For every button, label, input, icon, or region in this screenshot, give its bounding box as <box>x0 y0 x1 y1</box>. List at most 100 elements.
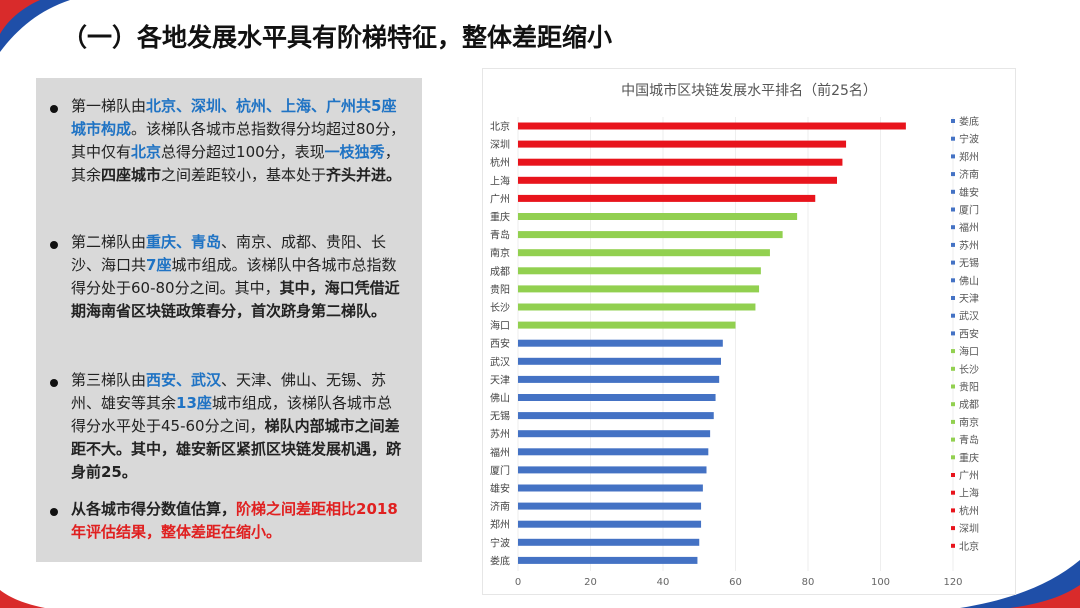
x-tick-label: 60 <box>729 577 742 588</box>
legend-label: 武汉 <box>959 310 979 323</box>
bullet-text-segment: 总得分超过100分，表现 <box>161 143 325 161</box>
legend-swatch <box>951 189 955 194</box>
chart-title: 中国城市区块链发展水平排名（前25名） <box>621 82 877 99</box>
y-category-label: 贵阳 <box>490 283 510 296</box>
bar-佛山 <box>518 394 716 401</box>
legend-swatch <box>951 207 955 212</box>
legend-swatch <box>951 136 955 141</box>
bullet-text-segment: 、南京、成都、贵阳、长沙、海口共 <box>71 233 387 274</box>
bullet-dot <box>50 508 58 516</box>
legend-swatch <box>951 490 955 495</box>
legend-label: 厦门 <box>959 204 979 217</box>
bullet-text-segment: 第一梯队由 <box>71 97 147 115</box>
x-tick-label: 80 <box>802 577 815 588</box>
bullet-text-segment: ，其余 <box>71 143 400 184</box>
y-category-label: 娄底 <box>490 554 510 567</box>
bullet-text-segment: 阶梯之间差距相比2018年评估结果，整体差距在缩小。 <box>71 500 398 541</box>
legend-swatch <box>951 402 955 407</box>
legend-label: 深圳 <box>959 523 979 535</box>
legend-swatch <box>951 526 955 531</box>
legend-swatch <box>951 313 955 318</box>
bar-南京 <box>518 249 770 257</box>
legend-label: 苏州 <box>959 239 979 252</box>
bar-上海 <box>518 176 837 184</box>
bullet-dot <box>50 241 58 249</box>
bullet-tier3: 第三梯队由西安、武汉、天津、佛山、无锡、苏州、雄安等其余13座城市组成，该梯队各… <box>71 369 406 484</box>
bullet-conclusion: 从各城市得分数值估算，阶梯之间差距相比2018年评估结果，整体差距在缩小。 <box>71 498 406 544</box>
legend-label: 西安 <box>959 327 979 340</box>
bullet-text-segment: 四座城市 <box>101 166 162 184</box>
bar-福州 <box>518 448 709 456</box>
bar-济南 <box>518 502 702 510</box>
bar-郑州 <box>518 520 702 528</box>
y-category-label: 佛山 <box>490 392 510 405</box>
y-category-label: 天津 <box>490 374 510 386</box>
bullet-tier2: 第二梯队由重庆、青岛、南京、成都、贵阳、长沙、海口共7座城市组成。该梯队中各城市… <box>71 231 406 323</box>
bar-长沙 <box>518 303 756 311</box>
bar-厦门 <box>518 466 707 474</box>
chart-container: 中国城市区块链发展水平排名（前25名） 0 20 40 60 80 100 120 北京 深圳 杭州… <box>482 68 1016 595</box>
bullet-text-segment: 北京、深圳、杭州、上海、广州共5座城市构成 <box>71 97 397 138</box>
bullet-dot <box>50 379 58 387</box>
bullet-text-segment: 、天津、佛山、无锡、苏州、雄安等其余 <box>71 371 387 412</box>
bullet-text-segment: 第二梯队由 <box>71 233 147 251</box>
bullet-dot <box>50 105 58 113</box>
bullet-tier1: 第一梯队由北京、深圳、杭州、上海、广州共5座城市构成。该梯队各城市总指数得分均超… <box>71 95 406 187</box>
y-category-label: 厦门 <box>490 464 510 477</box>
bar-无锡 <box>518 412 714 420</box>
legend-label: 济南 <box>959 168 979 181</box>
decor-blue-wave-top-left <box>0 0 70 52</box>
y-category-label: 杭州 <box>490 156 510 169</box>
y-category-label: 北京 <box>490 120 510 133</box>
bullet-text-segment: 城市组成，该梯队各城市总得分水平处于45-60分之间， <box>71 394 392 435</box>
decor-red-wave-bottom-left <box>0 590 45 608</box>
bullet-text-segment: 13座 <box>176 394 212 412</box>
legend-label: 郑州 <box>959 150 979 163</box>
legend-label: 无锡 <box>959 257 979 270</box>
legend-label: 北京 <box>959 540 979 553</box>
bullet-text-segment: 7座 <box>146 256 172 274</box>
y-category-label: 苏州 <box>490 428 510 441</box>
bullet-text-segment: 从各城市得分数值估算， <box>71 500 237 518</box>
bullet-text-segment: 其中，海口凭借近期海南省区块链政策春分，首次跻身第二梯队。 <box>71 279 400 320</box>
bar-广州 <box>518 194 816 202</box>
legend-label: 娄底 <box>959 115 979 128</box>
bar-雄安 <box>518 484 703 492</box>
legend-swatch <box>951 260 955 265</box>
legend-label: 杭州 <box>959 504 979 517</box>
legend-swatch <box>951 508 955 513</box>
y-category-label: 福州 <box>490 446 510 459</box>
y-category-label: 宁波 <box>490 536 510 549</box>
legend-label: 贵阳 <box>959 381 979 394</box>
y-category-label: 广州 <box>490 193 510 205</box>
bar-深圳 <box>518 140 847 148</box>
legend-label: 广州 <box>959 470 979 482</box>
y-category-label: 郑州 <box>490 518 510 531</box>
bullet-text-segment: 一枝独秀 <box>324 143 385 161</box>
bullet-text-segment: 梯队内部城市之间差距不大。其中，雄安新区紧抓区块链发展机遇，跻身前25。 <box>71 417 402 481</box>
legend-label: 青岛 <box>959 434 979 447</box>
bar-北京 <box>518 122 906 130</box>
y-category-label: 雄安 <box>490 482 510 495</box>
legend-swatch <box>951 296 955 300</box>
decor-red-wave-bottom-right <box>1010 585 1080 608</box>
y-category-label: 成都 <box>490 266 510 278</box>
y-category-label: 南京 <box>490 247 510 260</box>
y-category-label: 深圳 <box>490 139 510 151</box>
legend-swatch <box>951 225 955 230</box>
legend-swatch <box>951 419 955 424</box>
y-category-label: 武汉 <box>490 355 510 368</box>
bullet-text-segment: 城市组成。该梯队中各城市总指数得分处于60-80分之间。其中， <box>71 256 397 297</box>
legend-label: 佛山 <box>959 274 979 287</box>
y-category-label: 青岛 <box>490 229 510 242</box>
legend-label: 成都 <box>959 399 979 411</box>
bar-chart: 中国城市区块链发展水平排名（前25名）0 20 40 60 80 100 120北京深圳杭州… <box>490 82 979 588</box>
legend-label: 长沙 <box>959 364 979 376</box>
bullet-text-segment: 第三梯队由 <box>71 371 147 389</box>
y-category-label: 无锡 <box>490 410 510 423</box>
legend-swatch <box>951 331 955 336</box>
legend-swatch <box>951 154 955 159</box>
decor-red-wave-top-left <box>0 0 40 34</box>
legend-label: 海口 <box>959 345 979 358</box>
legend-swatch <box>951 473 955 477</box>
